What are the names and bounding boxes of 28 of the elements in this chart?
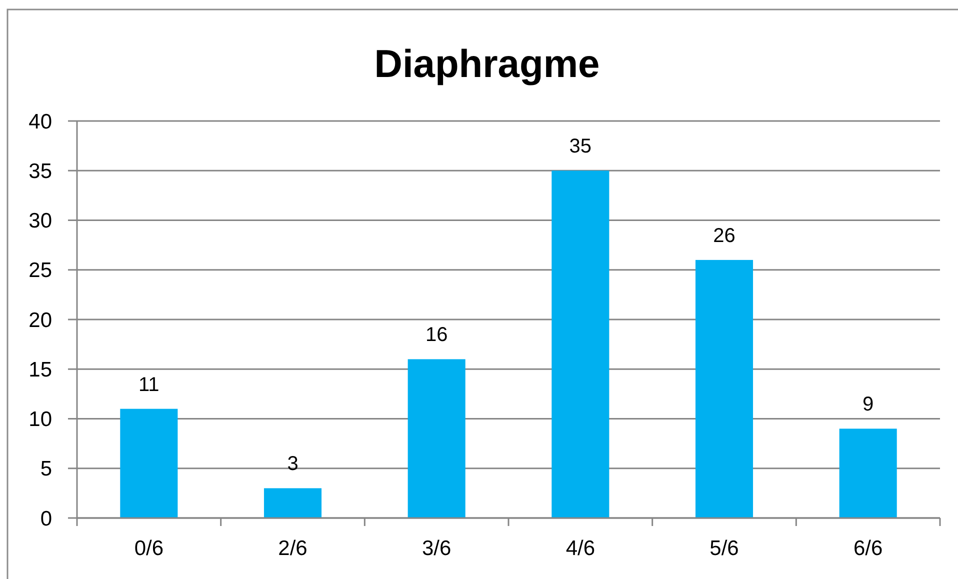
x-tick-label: 5/6 [710,537,739,560]
data-label: 16 [425,324,448,346]
y-tick-label: 15 [28,358,52,382]
data-label: 3 [287,453,298,476]
chart-title: Diaphragme [374,43,600,86]
x-tick-label: 3/6 [422,537,452,560]
x-tick-label: 6/6 [853,537,883,560]
data-label: 9 [862,394,874,416]
y-tick-label: 30 [28,210,52,233]
y-tick-label: 5 [40,458,52,481]
y-tick-label: 0 [40,507,52,530]
data-label: 11 [138,374,160,396]
bar [695,260,754,518]
y-tick-label: 20 [28,308,52,332]
y-tick-label: 35 [28,160,52,183]
x-tick-label: 2/6 [278,537,308,560]
data-label: 35 [569,136,592,158]
bar [120,408,178,518]
x-tick-label: 4/6 [566,537,596,560]
bar [839,428,897,518]
bar [552,170,610,518]
bar [408,359,466,518]
data-label: 26 [713,224,736,247]
y-tick-label: 25 [28,259,52,282]
bar [264,488,322,518]
y-tick-label: 40 [28,110,52,134]
y-tick-label: 10 [28,408,52,432]
x-tick-label: 0/6 [134,537,164,560]
